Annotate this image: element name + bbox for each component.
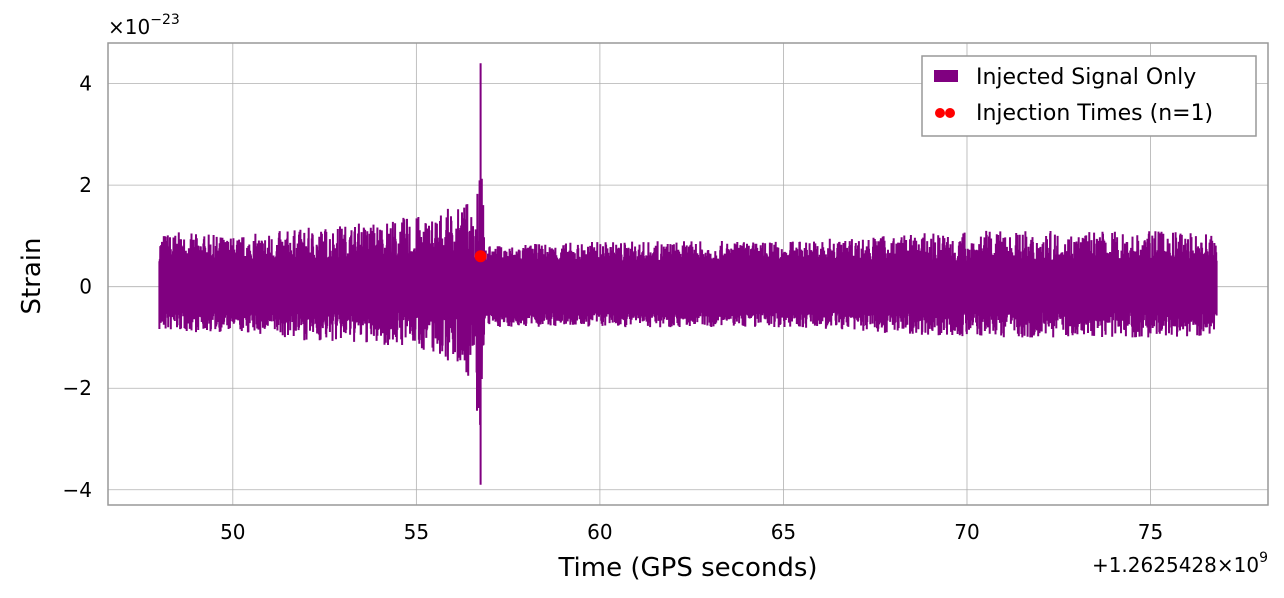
- y-tick-label: −4: [63, 478, 92, 502]
- injection-time-marker: [474, 250, 487, 263]
- x-tick-label: 60: [587, 520, 612, 544]
- series-injected-signal-trace: [158, 63, 1218, 485]
- injection-markers: [474, 250, 487, 263]
- x-tick-label: 75: [1138, 520, 1163, 544]
- x-axis-offset-label: +1.2625428×109: [1092, 550, 1268, 577]
- x-tick-label: 65: [771, 520, 796, 544]
- y-axis-ticks: −4 −2 0 2 4: [63, 72, 92, 502]
- x-tick-label: 55: [404, 520, 429, 544]
- y-axis-title: Strain: [17, 237, 47, 314]
- legend-label-injected-signal: Injected Signal Only: [976, 65, 1196, 90]
- y-tick-label: 4: [79, 72, 92, 96]
- legend-swatch-injected-signal: [934, 70, 958, 82]
- y-tick-label: 0: [79, 275, 92, 299]
- axes-frame: [107, 42, 1269, 506]
- x-axis-title: Time (GPS seconds): [557, 553, 817, 583]
- legend-marker-injection-times: [935, 108, 945, 118]
- y-tick-label: −2: [63, 376, 92, 400]
- legend-box: [921, 55, 1257, 137]
- x-tick-label: 50: [220, 520, 245, 544]
- y-tick-label: 2: [79, 173, 92, 197]
- x-tick-label: 70: [954, 520, 979, 544]
- legend-label-injection-times: Injection Times (n=1): [976, 101, 1213, 126]
- legend: Injected Signal Only Injection Times (n=…: [921, 55, 1257, 137]
- y-axis-scale-label: ×10−23: [108, 12, 180, 39]
- x-axis-ticks: 50 55 60 65 70 75: [220, 520, 1163, 544]
- legend-marker-injection-times-2: [945, 108, 955, 118]
